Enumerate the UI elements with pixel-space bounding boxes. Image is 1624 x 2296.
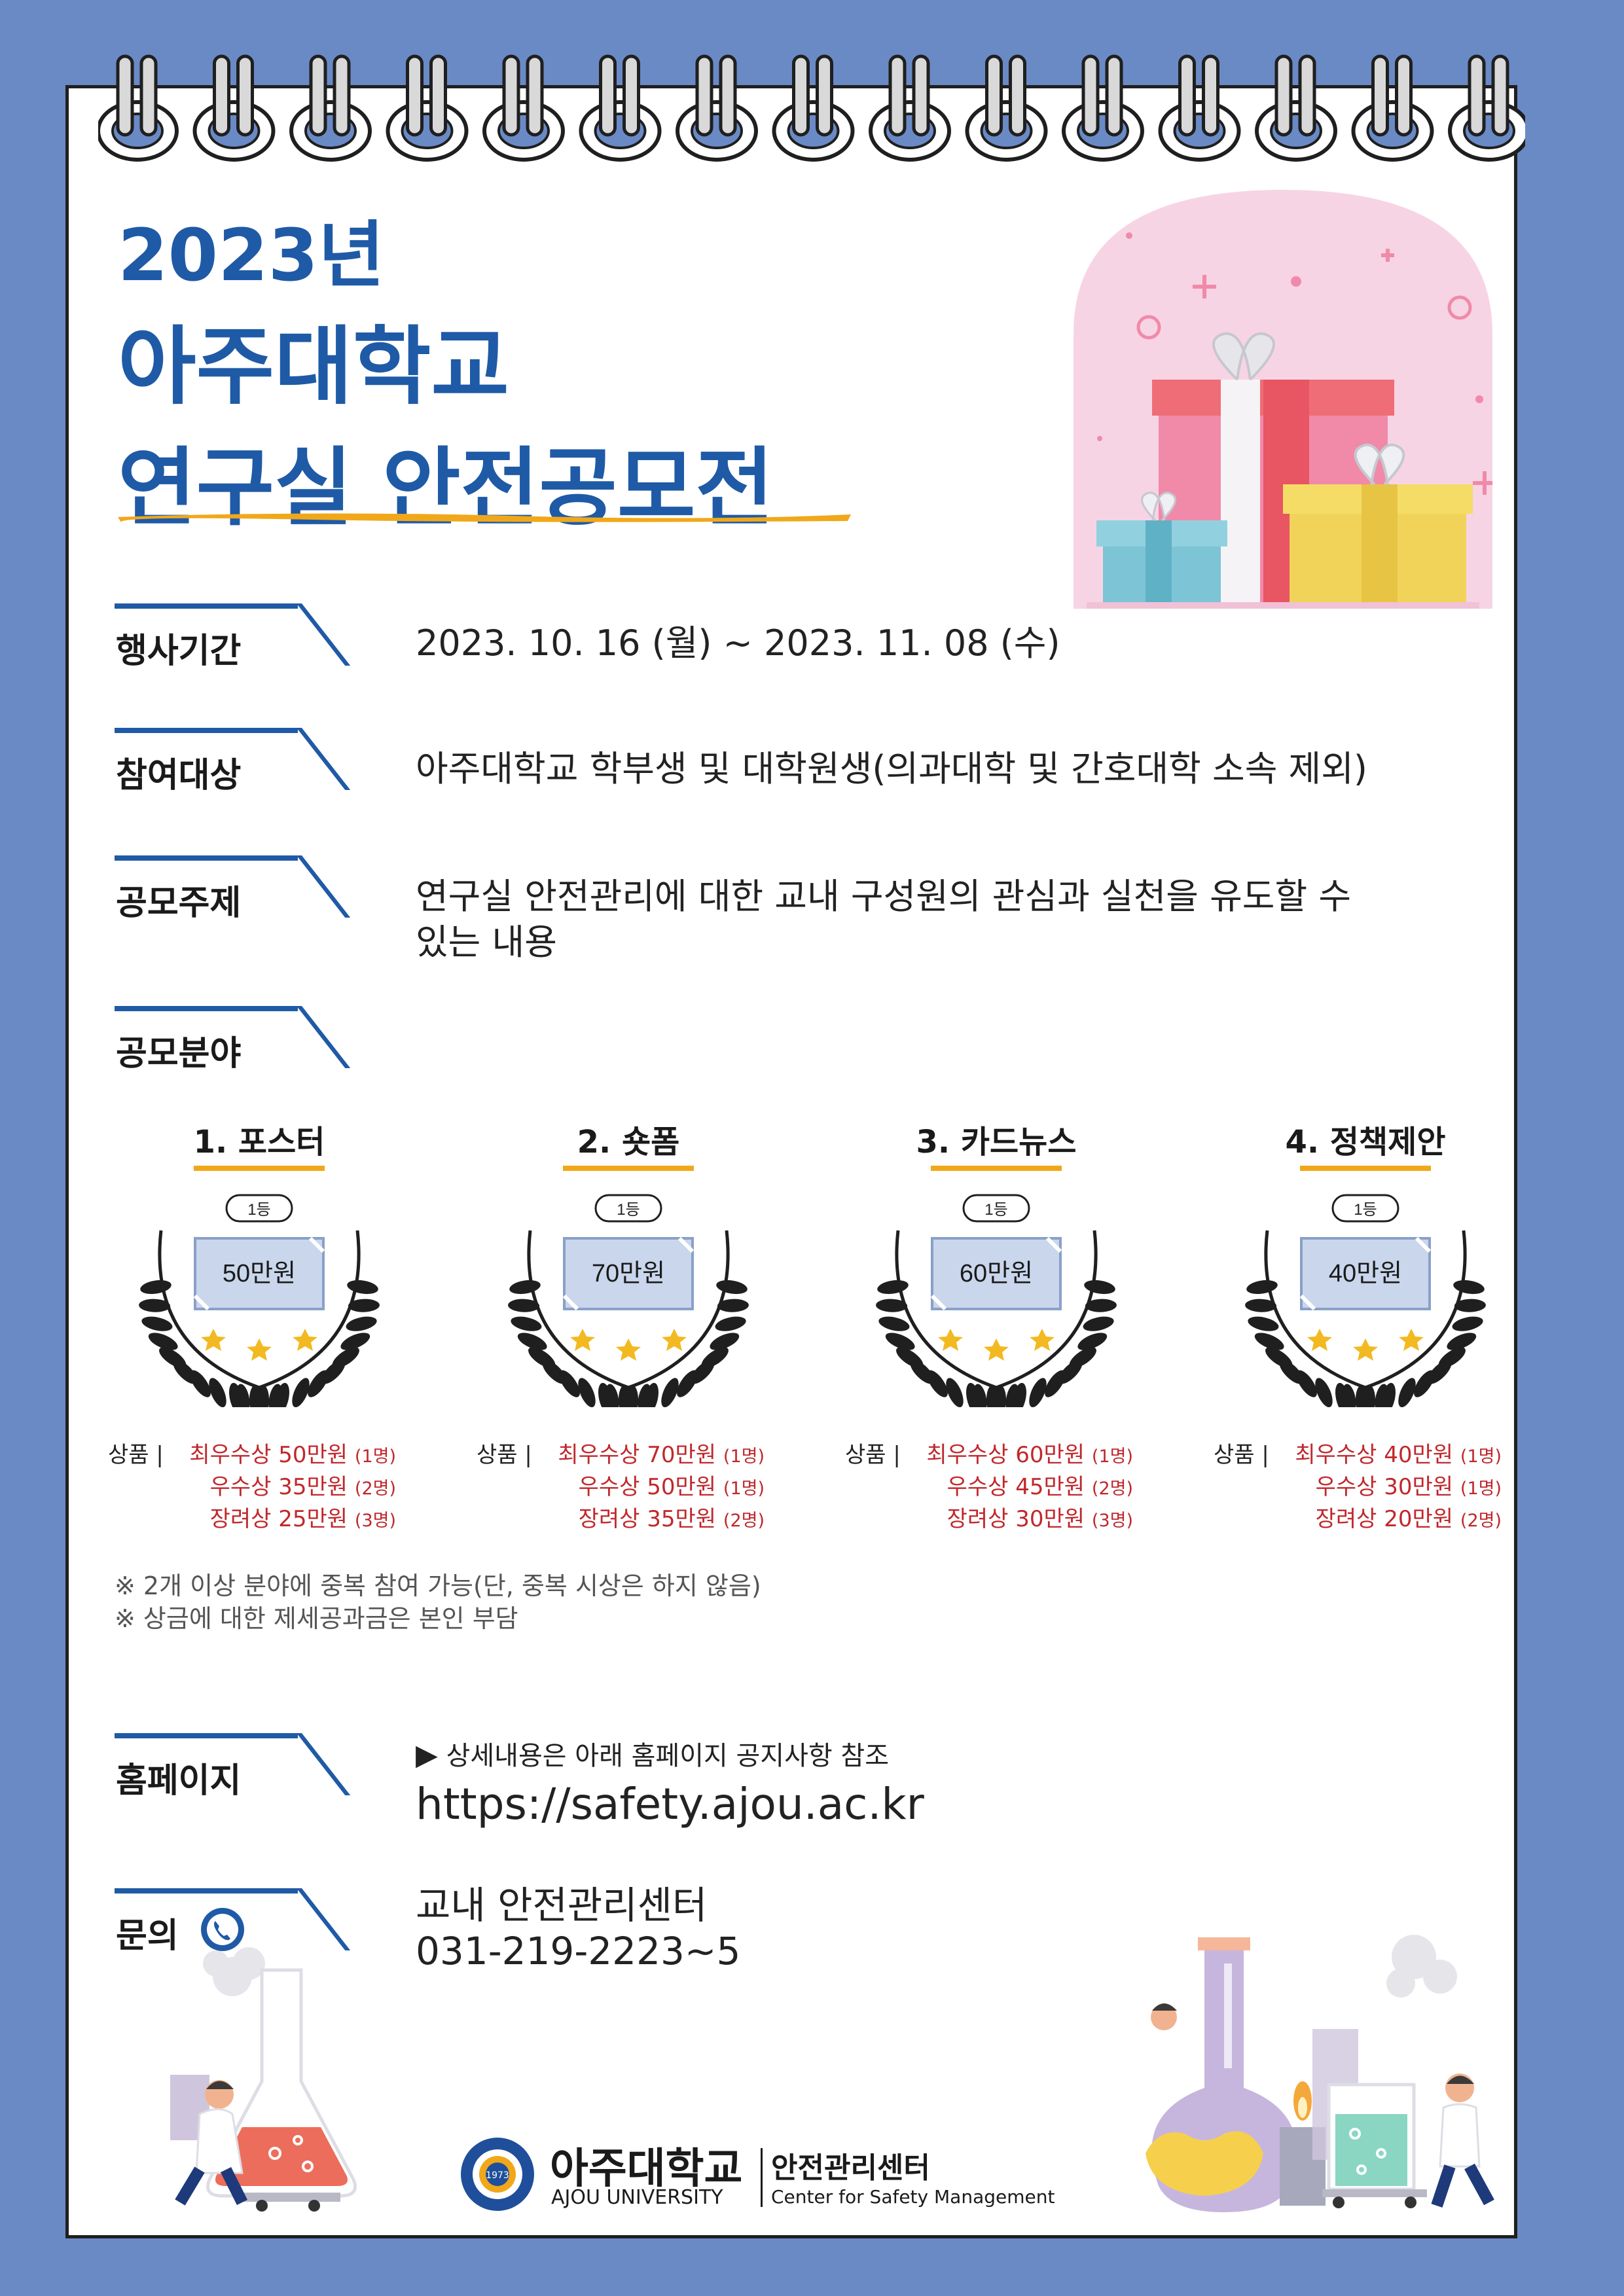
title-university: 아주대학교 <box>118 317 510 416</box>
prize-label: 상품 | <box>1214 1442 1269 1468</box>
star-icon <box>1353 1338 1378 1361</box>
star-icon <box>1399 1329 1424 1351</box>
label-period: 행사기간 <box>115 603 351 675</box>
spiral-ring <box>289 54 372 162</box>
rank-badge: 1등 <box>1354 1201 1377 1219</box>
prize-amount: 50만원 <box>223 1260 296 1287</box>
contact-org: 교내 안전관리센터 <box>416 1883 708 1928</box>
prize-label: 상품 | <box>845 1442 901 1468</box>
star-icon <box>1030 1329 1055 1351</box>
spiral-ring <box>1255 54 1337 162</box>
title-brush-underline <box>118 513 851 522</box>
prize-amount: 60만원 <box>960 1260 1033 1287</box>
note-duplicate: ※ 2개 이상 분야에 중복 참여 가능(단, 중복 시상은 하지 않음) <box>115 1571 761 1600</box>
spiral-ring <box>1351 54 1434 162</box>
footer-center-en: Center for Safety Management <box>771 2186 1055 2208</box>
contact-phone: 031-219-2223~5 <box>416 1929 741 1973</box>
spiral-ring <box>1158 54 1241 162</box>
prize-amount: 70만원 <box>592 1260 665 1287</box>
spiral-ring <box>192 54 276 162</box>
award-wreath: 1등 70만원 <box>491 1191 766 1416</box>
award-wreath: 1등 50만원 <box>122 1191 397 1416</box>
spiral-ring <box>98 54 179 162</box>
prize-label: 상품 | <box>108 1442 164 1468</box>
rank-badge: 1등 <box>247 1201 270 1219</box>
gift-boxes-illustration <box>1074 190 1492 609</box>
spiral-ring <box>965 54 1048 162</box>
label-contact: 문의 <box>115 1888 351 1960</box>
star-icon <box>616 1338 641 1361</box>
theme-line2: 있는 내용 <box>416 922 557 963</box>
star-icon <box>984 1338 1009 1361</box>
phone-icon <box>201 1908 244 1951</box>
star-icon <box>247 1338 272 1361</box>
spiral-ring <box>1062 54 1144 162</box>
homepage-hint: ▶ 상세내용은 아래 홈페이지 공지사항 참조 <box>416 1738 890 1772</box>
spiral-ring <box>1448 54 1525 162</box>
label-target: 참여대상 <box>115 728 351 800</box>
category-title-poster: 1. 포스터 <box>154 1116 364 1171</box>
footer-logo: 1973 아주대학교 AJOU UNIVERSITY 안전관리센터 Center… <box>458 2135 1074 2214</box>
homepage-url[interactable]: https://safety.ajou.ac.kr <box>416 1779 924 1829</box>
footer-univ-en: AJOU UNIVERSITY <box>551 2186 723 2209</box>
spiral-ring <box>386 54 469 162</box>
ajou-seal-logo: 1973 <box>461 2138 534 2211</box>
category-title-shortform: 2. 숏폼 <box>524 1116 733 1171</box>
theme-line1: 연구실 안전관리에 대한 교내 구성원의 관심과 실천을 유도할 수 <box>416 876 1351 917</box>
star-icon <box>662 1329 687 1351</box>
label-homepage: 홈페이지 <box>115 1733 351 1805</box>
lab-equipment-illustration <box>1146 1935 1494 2212</box>
spiral-ring <box>482 54 565 162</box>
category-title-cardnews: 3. 카드뉴스 <box>892 1116 1101 1171</box>
award-wreath: 1등 60만원 <box>859 1191 1134 1416</box>
footer-divider <box>761 2148 763 2207</box>
star-icon <box>570 1329 595 1351</box>
prize-amount: 40만원 <box>1329 1260 1402 1287</box>
star-icon <box>938 1329 963 1351</box>
title-year: 2023년 <box>118 213 385 297</box>
award-wreath: 1등 40만원 <box>1228 1191 1503 1416</box>
seal-year: 1973 <box>486 2170 509 2181</box>
spiral-ring <box>676 54 758 162</box>
category-title-policy: 4. 정책제안 <box>1261 1116 1470 1171</box>
play-arrow-icon: ▶ <box>416 1738 438 1772</box>
footer-center-kr: 안전관리센터 <box>771 2151 930 2185</box>
prize-label: 상품 | <box>477 1442 532 1468</box>
star-icon <box>1307 1329 1332 1351</box>
rank-badge: 1등 <box>617 1201 640 1219</box>
target-value: 아주대학교 학부생 및 대학원생(의과대학 및 간호대학 소속 제외) <box>416 748 1367 789</box>
footer-univ-kr: 아주대학교 <box>550 2145 743 2193</box>
star-icon <box>201 1329 226 1351</box>
spiral-ring <box>579 54 662 162</box>
spiral-ring <box>869 54 951 162</box>
rank-badge: 1등 <box>984 1201 1007 1219</box>
label-theme: 공모주제 <box>115 855 351 927</box>
scientist-flask-illustration <box>170 1947 357 2212</box>
spiral-binding <box>98 54 1525 162</box>
period-value: 2023. 10. 16 (월) ~ 2023. 11. 08 (수) <box>416 622 1060 664</box>
star-icon <box>293 1329 317 1351</box>
spiral-ring <box>772 54 855 162</box>
label-fields: 공모분야 <box>115 1006 351 1078</box>
note-tax: ※ 상금에 대한 제세공과금은 본인 부담 <box>115 1604 518 1633</box>
